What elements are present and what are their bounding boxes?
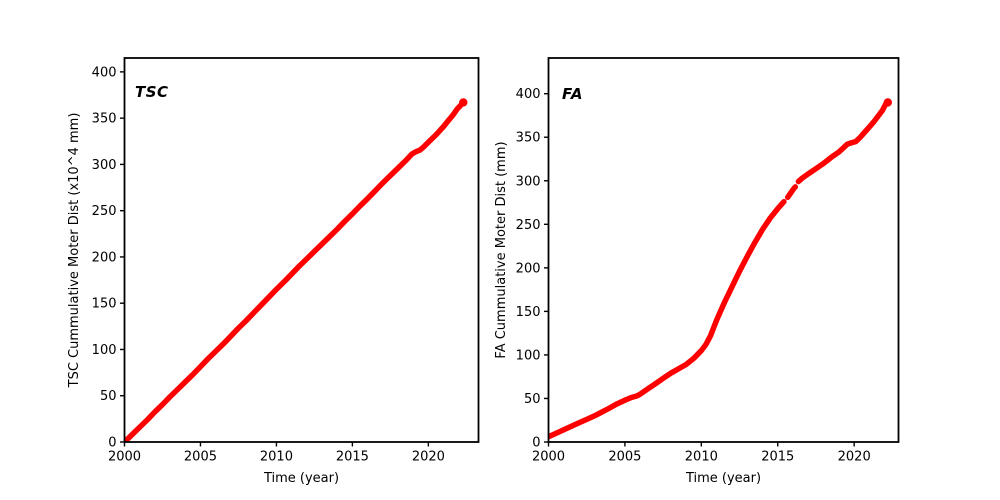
y-tick-label: 0 (532, 436, 540, 451)
series-line (795, 99, 891, 185)
y-tick-label: 50 (524, 392, 541, 407)
y-tick-label: 0 (108, 436, 116, 451)
x-tick-label: 2015 (761, 450, 794, 465)
x-tick-label: 2020 (412, 450, 445, 465)
series-line (548, 198, 787, 440)
x-tick-label: 2005 (184, 450, 217, 465)
y-tick-label: 50 (100, 389, 117, 404)
x-tick-label: 2020 (838, 450, 871, 465)
x-tick-label: 2010 (260, 450, 293, 465)
y-tick-label: 150 (516, 305, 541, 320)
y-axis-label: TSC Cummulative Moter Dist (x10^4 mm) (67, 113, 82, 389)
x-axis-label: Time (year) (685, 471, 761, 486)
fa-plot-title: FA (562, 85, 583, 103)
x-tick-label: 2010 (685, 450, 718, 465)
y-tick-label: 400 (92, 65, 117, 80)
x-tick-label: 2000 (108, 450, 141, 465)
axes-frame (547, 57, 900, 443)
series-line (784, 184, 799, 201)
y-tick-label: 200 (516, 261, 541, 276)
tsc-plot-title: TSC (135, 83, 169, 101)
data-series (548, 98, 893, 440)
x-tick-label: 2000 (532, 450, 565, 465)
y-axis-label: FA Cummulative Moter Dist (mm) (494, 141, 509, 358)
series-endpoint (459, 98, 468, 107)
axes-frame (123, 57, 480, 443)
x-tick-label: 2015 (336, 450, 369, 465)
series-line (124, 99, 467, 442)
y-tick-label: 100 (516, 348, 541, 363)
data-series (124, 98, 468, 442)
x-axis-label: Time (year) (263, 471, 339, 486)
y-tick-label: 150 (92, 297, 117, 312)
fa-plot: 2000 2005 2010 2015 2020 0 50 100 150 200 250 300 35… (494, 57, 900, 486)
y-tick-label: 400 (516, 87, 541, 102)
y-tick-label: 300 (516, 174, 541, 189)
y-tick-label: 300 (92, 158, 117, 173)
y-tick-label: 250 (92, 204, 117, 219)
y-tick-label: 250 (516, 218, 541, 233)
y-tick-label: 100 (92, 343, 117, 358)
x-tick-label: 2005 (608, 450, 641, 465)
series-endpoint (883, 98, 893, 107)
y-tick-label: 200 (92, 250, 117, 265)
y-tick-label: 350 (92, 112, 117, 127)
tsc-plot: 2000 2005 2010 2015 2020 0 50 100 150 200 250 300 35… (67, 57, 480, 486)
y-tick-label: 350 (516, 131, 541, 146)
